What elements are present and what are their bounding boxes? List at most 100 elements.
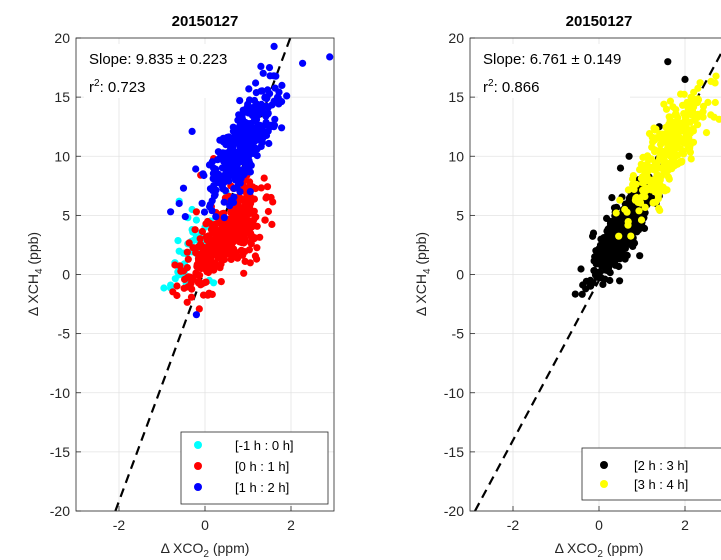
data-point bbox=[247, 229, 255, 238]
data-point bbox=[183, 248, 191, 256]
data-point bbox=[610, 226, 618, 234]
data-point bbox=[252, 89, 260, 97]
data-point bbox=[248, 131, 256, 140]
annotation-background bbox=[84, 44, 236, 98]
data-point bbox=[243, 104, 251, 112]
y-tick-label: 20 bbox=[54, 30, 70, 46]
x-tick-label: 0 bbox=[595, 517, 603, 533]
data-point bbox=[618, 252, 626, 260]
data-point bbox=[230, 184, 238, 193]
data-point bbox=[265, 64, 274, 72]
data-point bbox=[220, 214, 228, 222]
data-point bbox=[231, 236, 239, 244]
legend-label: [2 h : 3 h] bbox=[634, 458, 688, 473]
data-point bbox=[715, 115, 721, 123]
data-point bbox=[229, 123, 237, 131]
data-point bbox=[661, 132, 670, 140]
data-point bbox=[212, 165, 220, 173]
data-point bbox=[653, 159, 661, 167]
data-point bbox=[616, 196, 624, 204]
data-point bbox=[606, 220, 615, 228]
data-point bbox=[686, 144, 694, 152]
data-point bbox=[625, 152, 633, 160]
data-point bbox=[699, 108, 707, 116]
data-point bbox=[199, 170, 207, 178]
data-point bbox=[278, 98, 286, 106]
data-point bbox=[194, 243, 202, 251]
data-point bbox=[666, 97, 675, 105]
data-point bbox=[211, 235, 219, 243]
data-point bbox=[261, 216, 269, 224]
data-point bbox=[198, 199, 206, 207]
data-point bbox=[176, 262, 184, 270]
data-point bbox=[187, 293, 196, 301]
data-point bbox=[651, 134, 659, 142]
data-points bbox=[571, 58, 721, 298]
data-point bbox=[261, 94, 269, 102]
data-point bbox=[616, 218, 624, 226]
x-axis-label: Δ XCO2 (ppm) bbox=[161, 540, 250, 560]
data-point bbox=[252, 184, 260, 193]
data-point bbox=[212, 220, 220, 228]
data-point bbox=[197, 281, 205, 289]
r2-annotation: r2: 0.866 bbox=[483, 78, 539, 96]
data-point bbox=[652, 198, 660, 206]
data-point bbox=[239, 136, 247, 144]
data-point bbox=[676, 145, 685, 153]
y-tick-label: -15 bbox=[50, 444, 70, 460]
data-point bbox=[654, 173, 663, 181]
data-point bbox=[681, 75, 689, 83]
data-point bbox=[629, 175, 637, 183]
data-point bbox=[262, 102, 270, 110]
data-point bbox=[589, 229, 598, 237]
data-point bbox=[192, 216, 200, 224]
data-point bbox=[199, 260, 207, 268]
annotation-background bbox=[478, 44, 630, 98]
data-point bbox=[237, 213, 245, 221]
data-point bbox=[171, 275, 179, 283]
data-point bbox=[641, 203, 649, 211]
data-point bbox=[668, 153, 676, 161]
series-1 bbox=[612, 72, 721, 240]
series-2 bbox=[167, 42, 334, 319]
data-point bbox=[631, 196, 640, 204]
data-point bbox=[250, 117, 258, 125]
data-point bbox=[263, 183, 272, 191]
y-tick-label: -5 bbox=[58, 326, 71, 342]
legend-label: [3 h : 4 h] bbox=[634, 477, 688, 492]
data-point bbox=[250, 235, 258, 243]
data-point bbox=[637, 160, 645, 168]
data-point bbox=[251, 214, 259, 222]
data-point bbox=[680, 90, 688, 98]
data-point bbox=[265, 139, 273, 148]
data-point bbox=[183, 298, 191, 306]
data-point bbox=[679, 138, 687, 146]
data-point bbox=[226, 202, 234, 210]
data-point bbox=[699, 102, 708, 110]
data-point bbox=[240, 206, 248, 214]
data-point bbox=[599, 280, 607, 288]
data-point bbox=[236, 97, 244, 105]
data-point bbox=[611, 257, 619, 265]
data-point bbox=[602, 238, 610, 246]
data-point bbox=[299, 59, 307, 67]
data-point bbox=[615, 262, 623, 271]
data-point bbox=[240, 269, 248, 277]
data-point bbox=[637, 216, 646, 224]
data-point bbox=[230, 193, 238, 201]
data-point bbox=[205, 161, 214, 169]
data-point bbox=[237, 238, 245, 247]
data-point bbox=[200, 208, 209, 216]
data-point bbox=[226, 136, 234, 145]
data-point bbox=[641, 177, 649, 185]
data-point bbox=[270, 42, 278, 51]
data-point bbox=[270, 121, 279, 129]
data-point bbox=[264, 207, 272, 216]
chart-title: 20150127 bbox=[566, 13, 633, 30]
data-point bbox=[241, 257, 249, 265]
y-tick-label: 0 bbox=[456, 267, 464, 283]
legend-box bbox=[180, 431, 329, 505]
data-point bbox=[699, 113, 707, 121]
data-point bbox=[665, 164, 673, 172]
